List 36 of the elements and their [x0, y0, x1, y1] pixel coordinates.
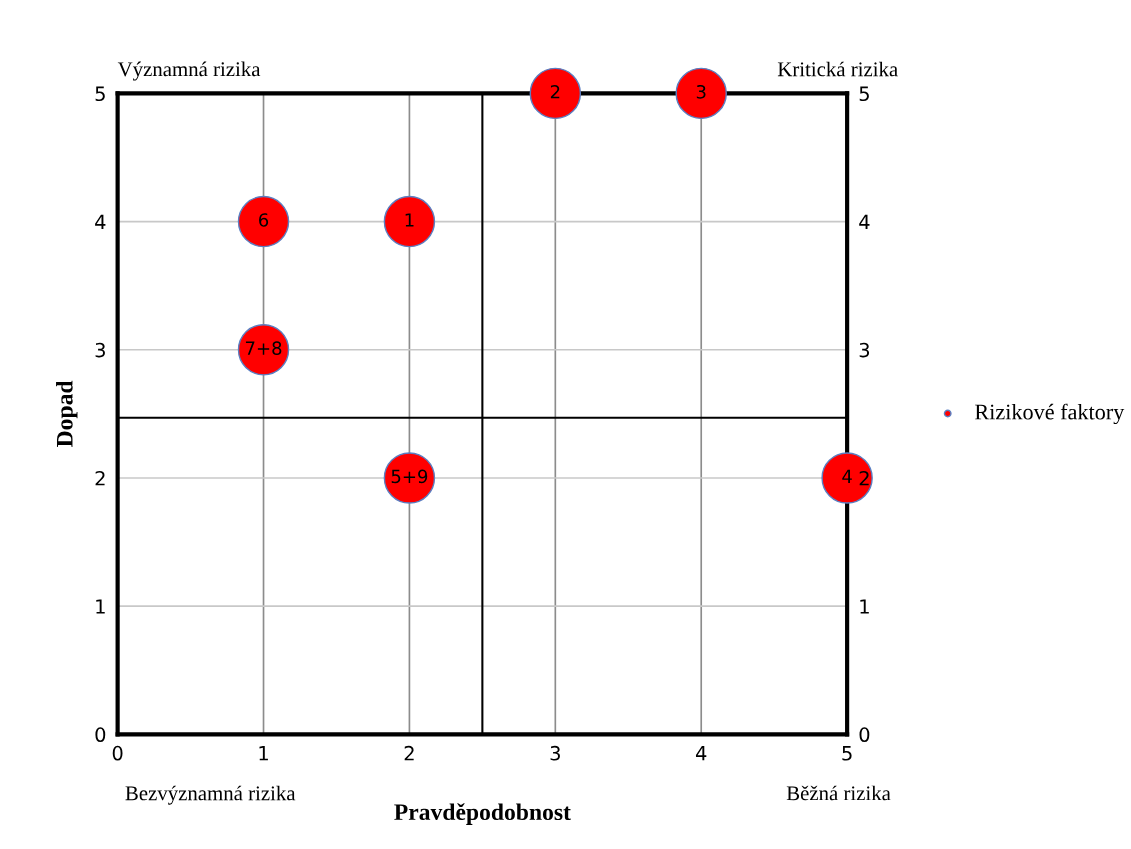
annotation: 4	[842, 469, 852, 483]
point	[237, 195, 290, 248]
annotation: 6	[259, 213, 269, 227]
y-tick-label: 1	[96, 599, 105, 614]
y-tick-label: 5	[95, 86, 105, 102]
y2-tick-label: 3	[859, 342, 870, 358]
point	[383, 195, 436, 248]
x-tick-label: 3	[550, 745, 560, 761]
y-tick-label: 3	[95, 342, 105, 358]
y-axis-title: Dopad	[56, 380, 78, 447]
y2-tick-label: 2	[859, 470, 869, 486]
x-axis-title: Pravděpodobnost	[394, 803, 571, 825]
y2-tick-label: 4	[859, 214, 870, 229]
x-tick-label: 5	[842, 746, 852, 761]
y-tick-label: 4	[95, 214, 106, 229]
y2-tick-label: 0	[859, 727, 870, 743]
text: Bezvýznamná rizika	[125, 785, 296, 805]
legend-label: Rizikové faktory	[975, 403, 1125, 425]
annotation: 1	[405, 213, 414, 227]
text: Významná rizika	[117, 61, 261, 81]
y2-tick-label: 1	[860, 599, 869, 614]
annotation: 3	[696, 84, 706, 99]
text: Běžná rizika	[786, 785, 891, 801]
x-tick-label: 0	[112, 745, 123, 761]
y-tick-label: 2	[95, 470, 105, 486]
annotation: 2	[550, 84, 560, 99]
x-tick-label: 4	[695, 746, 707, 761]
x-tick-label: 1	[259, 746, 268, 761]
annotation: 7+8	[245, 341, 282, 356]
y2-tick-label: 5	[859, 86, 869, 102]
annotation: 5+9	[391, 469, 428, 484]
point	[529, 67, 582, 120]
point	[675, 67, 727, 120]
text: Kritická rizika	[777, 61, 898, 77]
y-tick-label: 0	[95, 727, 106, 743]
x-tick-label: 2	[404, 745, 414, 761]
